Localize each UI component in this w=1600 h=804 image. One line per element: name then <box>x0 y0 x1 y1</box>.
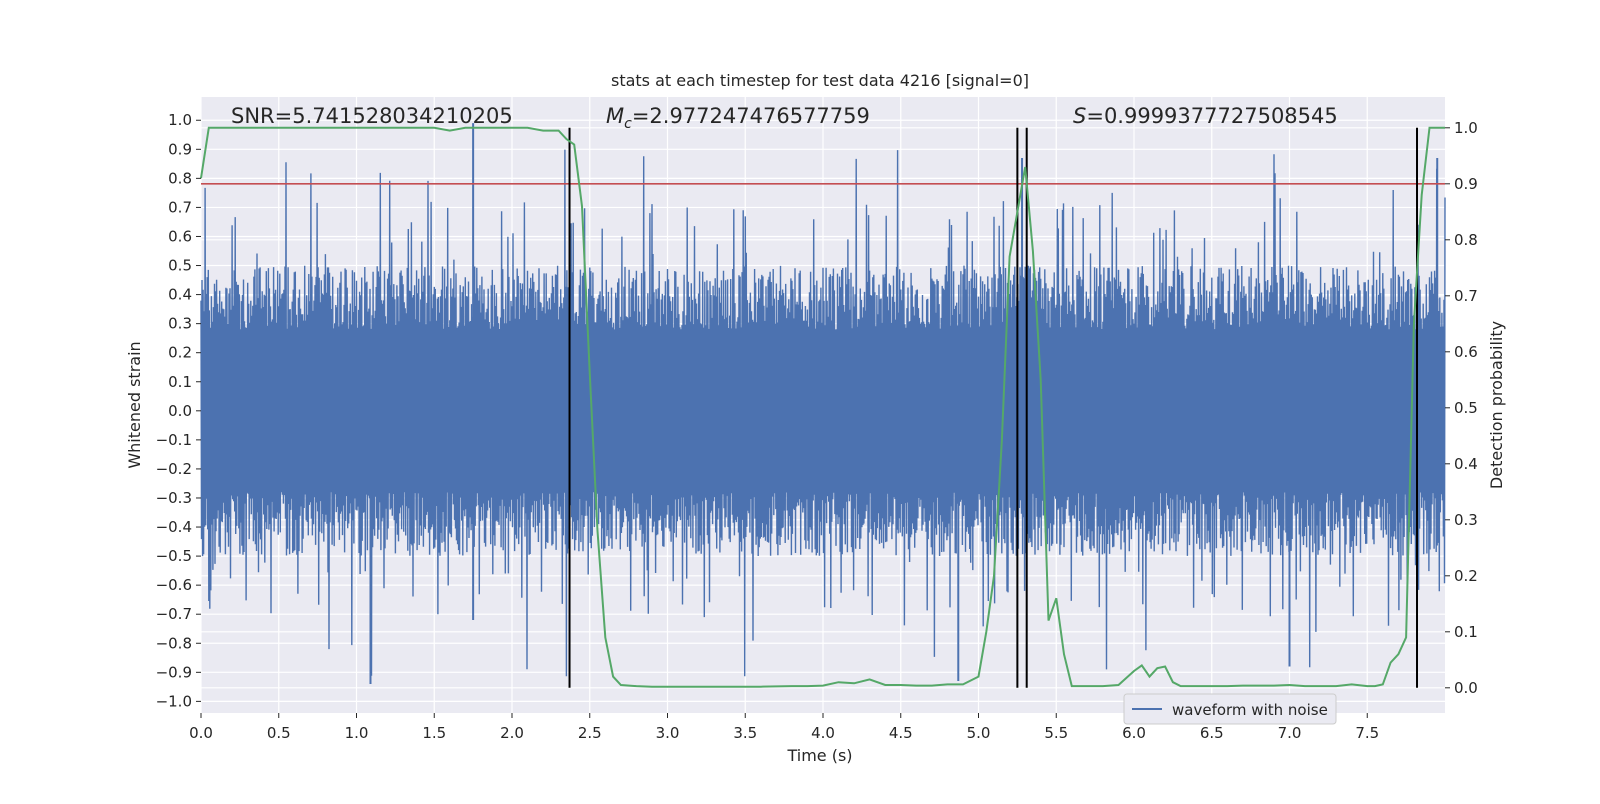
y2-tick-label: 0.9 <box>1454 175 1478 193</box>
x-tick-label: 4.5 <box>889 724 913 742</box>
y-tick-label: 1.0 <box>168 111 192 129</box>
x-tick-label: 3.5 <box>733 724 757 742</box>
y-tick-label: −0.9 <box>156 663 192 681</box>
y-tick-label: −0.7 <box>156 605 192 623</box>
y-tick-label: 0.5 <box>168 257 192 275</box>
detection-probability-line <box>200 126 1445 688</box>
x-axis-label: Time (s) <box>786 746 852 765</box>
y-tick-label: −0.2 <box>156 460 192 478</box>
y2-tick-label: 0.4 <box>1454 455 1478 473</box>
y2-tick-label: 0.6 <box>1454 343 1478 361</box>
x-tick-label: 6.0 <box>1122 724 1146 742</box>
x-tick-label: 7.5 <box>1355 724 1379 742</box>
s-annotation: S=0.9999377727508545 <box>1073 104 1338 128</box>
mc-annotation: Mc=2.977247476577759 <box>606 104 870 132</box>
y2-tick-label: 0.1 <box>1454 623 1478 641</box>
x-tick-label: 2.5 <box>578 724 602 742</box>
y-tick-label: 0.7 <box>168 198 192 216</box>
x-tick-label: 2.0 <box>500 724 524 742</box>
y2-tick-label: 0.5 <box>1454 399 1478 417</box>
y-tick-label: 0.2 <box>168 344 192 362</box>
y-tick-label: 0.9 <box>168 140 192 158</box>
x-tick-label: 0.5 <box>267 724 291 742</box>
y2-axis-label: Detection probability <box>1487 321 1506 489</box>
y-tick-label: −0.4 <box>156 518 192 536</box>
x-tick-label: 3.0 <box>656 724 680 742</box>
y-tick-label: 0.4 <box>168 286 192 304</box>
x-tick-label: 4.0 <box>811 724 835 742</box>
detection-probability-series <box>200 126 1445 688</box>
y-tick-label: 0.0 <box>168 402 192 420</box>
y-tick-label: −0.6 <box>156 576 192 594</box>
waveform-series <box>200 123 1446 684</box>
y-tick-label: −0.1 <box>156 431 192 449</box>
x-tick-label: 0.0 <box>189 724 213 742</box>
x-tick-label: 5.0 <box>967 724 991 742</box>
y2-tick-label: 1.0 <box>1454 119 1478 137</box>
legend-box <box>1123 693 1337 725</box>
x-tick-label: 1.5 <box>422 724 446 742</box>
y-axis-label: Whitened strain <box>125 341 144 468</box>
y-tick-label: 0.6 <box>168 227 192 245</box>
y2-tick-label: 0.7 <box>1454 287 1478 305</box>
y-tick-label: 0.3 <box>168 315 192 333</box>
x-tick-label: 1.0 <box>345 724 369 742</box>
y2-tick-label: 0.3 <box>1454 511 1478 529</box>
legend-label: waveform with noise <box>1172 701 1328 719</box>
y2-tick-label: 0.2 <box>1454 567 1478 585</box>
y-tick-label: −0.5 <box>156 547 192 565</box>
axes: 0.0 0.5 1.0 1.5 2.0 2.5 3.0 3.5 4.0 4.5 5.0 5.5 6.0 6… <box>156 111 1478 742</box>
y-tick-label: −0.3 <box>156 489 192 507</box>
vertical-markers <box>568 127 1419 688</box>
y-tick-label: 0.1 <box>168 373 192 391</box>
waveform-line <box>200 149 1446 677</box>
y-tick-label: 0.8 <box>168 169 192 187</box>
x-tick-label: 7.0 <box>1278 724 1302 742</box>
y2-tick-label: 0.0 <box>1454 679 1478 697</box>
y-tick-label: −1.0 <box>156 692 192 710</box>
x-tick-label: 5.5 <box>1044 724 1068 742</box>
chart-title: stats at each timestep for test data 421… <box>611 71 1029 90</box>
legend: waveform with noise <box>1123 693 1337 725</box>
x-tick-label: 6.5 <box>1200 724 1224 742</box>
snr-annotation: SNR=5.741528034210205 <box>231 104 513 128</box>
y-tick-label: −0.8 <box>156 634 192 652</box>
y2-tick-label: 0.8 <box>1454 231 1478 249</box>
